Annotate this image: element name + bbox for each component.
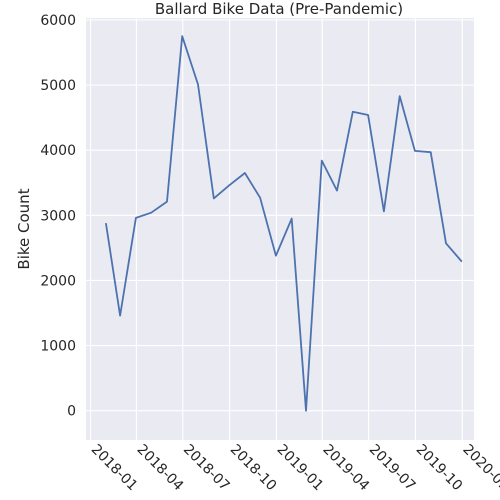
y-tick-label: 3000: [40, 208, 76, 224]
x-tick-label: 2019-04: [319, 442, 372, 495]
y-tick-label: 6000: [40, 13, 76, 29]
y-tick-labels: 0 1000 2000 3000 4000 5000 6000: [40, 13, 76, 420]
x-tick-label: 2018-10: [227, 442, 280, 495]
x-tick-label: 2019-01: [274, 442, 327, 495]
plot-area: [86, 18, 474, 440]
x-tick-label: 2018-07: [180, 442, 233, 495]
y-axis-label: Bike Count: [15, 188, 33, 269]
chart-title: Ballard Bike Data (Pre-Pandemic): [155, 0, 403, 18]
x-tick-labels: 2018-012018-042018-072018-102019-012019-…: [88, 442, 500, 495]
y-tick-label: 1000: [40, 339, 76, 355]
series-group: [105, 35, 463, 412]
y-tick-label: 0: [67, 404, 76, 420]
series-line: [105, 35, 463, 412]
y-tick-label: 4000: [40, 143, 76, 159]
x-tick-label: 2019-07: [366, 442, 419, 495]
grid: [86, 18, 474, 440]
y-tick-label: 2000: [40, 273, 76, 289]
x-tick-label: 2018-01: [88, 442, 141, 495]
x-tick-label: 2020-01: [459, 442, 500, 495]
x-tick-label: 2019-10: [413, 442, 466, 495]
y-tick-label: 5000: [40, 78, 76, 94]
x-tick-label: 2018-04: [134, 442, 187, 495]
